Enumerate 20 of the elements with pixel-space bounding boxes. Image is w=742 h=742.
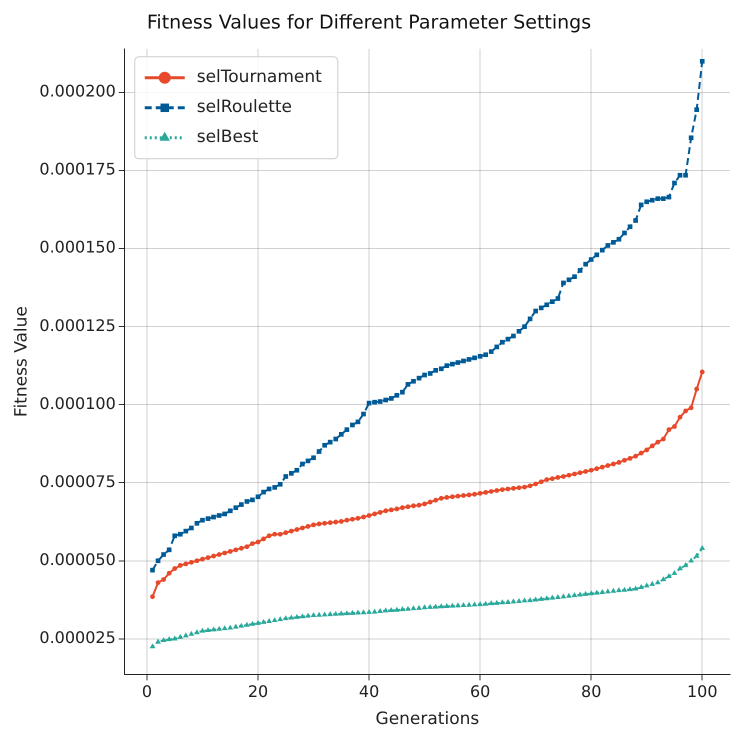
chart-title: Fitness Values for Different Parameter Settings [146,11,592,34]
y-tick-label: 0.000050 [39,550,116,569]
legend-label: selRoulette [196,97,292,118]
x-tick-label: 100 [686,682,718,702]
y-tick-label: 0.000175 [39,160,116,179]
y-tick-label: 0.000025 [39,628,116,647]
y-tick-label: 0.000100 [39,394,116,413]
y-tick-label: 0.000075 [39,472,116,491]
legend-label: selBest [196,127,259,148]
y-axis-title: Fitness Value [12,306,32,418]
x-tick-label: 60 [470,682,490,702]
y-tick-label: 0.000200 [39,82,116,101]
y-tick-label: 0.000125 [39,316,116,335]
x-tick-label: 80 [581,682,602,702]
x-axis-title: Generations [376,709,480,730]
x-tick-label: 0 [142,682,152,702]
y-tick-label: 0.000150 [39,238,116,257]
x-tick-label: 40 [358,682,380,702]
x-tick-label: 20 [248,682,268,702]
legend-label: selTournament [196,67,322,88]
